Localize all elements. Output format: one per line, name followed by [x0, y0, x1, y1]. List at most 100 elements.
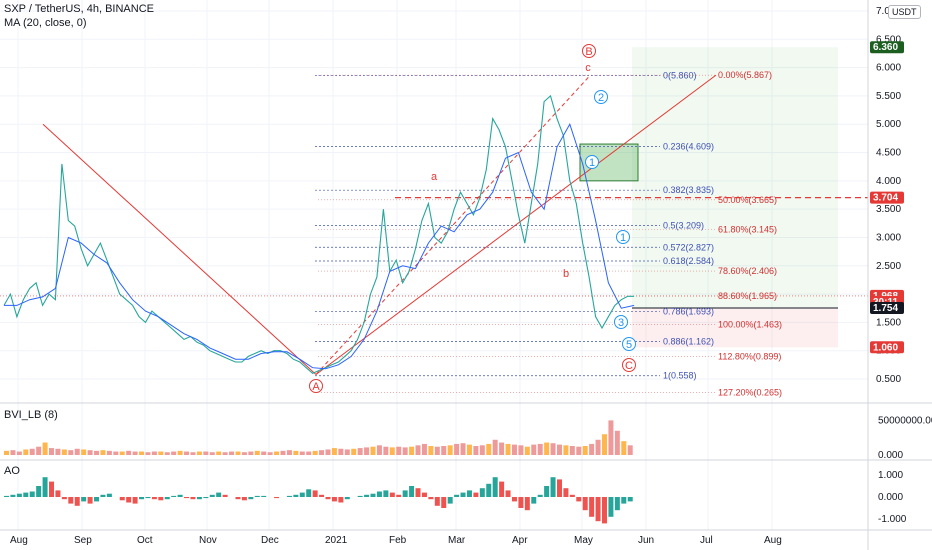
ao-bar	[563, 488, 569, 497]
bvi-bar	[10, 450, 16, 455]
bvi-bar	[312, 450, 318, 455]
fib-left-label: 0.618(2.584)	[663, 256, 714, 266]
ao-bar	[595, 497, 601, 522]
bvi-bar	[376, 445, 382, 455]
ao-tick-label: -1.000	[878, 514, 907, 525]
x-tick-label: Feb	[389, 535, 407, 546]
ao-bar	[447, 497, 453, 504]
wave-labels: A Bc a b C 1 2 1 35	[309, 44, 636, 393]
ao-bar	[614, 497, 620, 511]
bvi-bar	[229, 451, 235, 455]
ao-bar	[23, 492, 29, 497]
bvi-bar	[537, 443, 543, 455]
wave-circle	[622, 358, 636, 372]
bvi-bar	[126, 450, 132, 455]
y-tick-label: 6.500	[876, 34, 901, 45]
bvi-bar	[434, 446, 440, 455]
ao-bar	[241, 497, 247, 501]
ao-bar	[74, 497, 80, 506]
bvi-bar	[286, 450, 292, 455]
x-tick-label: 2021	[325, 535, 348, 546]
bvi-bar	[55, 448, 61, 455]
ao-bar	[106, 493, 112, 497]
ao-bar	[158, 497, 164, 501]
bvi-bar	[589, 443, 595, 455]
y-tick-label: 2.500	[876, 261, 901, 272]
bvi-bar	[319, 450, 325, 455]
bvi-bar	[563, 445, 569, 455]
bvi-bar	[306, 451, 312, 455]
fib-left-label: 1(0.558)	[663, 371, 697, 381]
bvi-bar	[113, 451, 119, 455]
bvi-bar	[177, 450, 183, 455]
y-tick-label: 3.000	[876, 232, 901, 243]
ao-bar	[177, 494, 183, 497]
ao-bar	[49, 481, 55, 497]
bvi-bar	[42, 442, 48, 455]
bvi-bar	[576, 446, 582, 455]
ao-bar	[364, 494, 370, 497]
y-tick-label: 0.500	[876, 374, 901, 385]
ao-bar	[306, 489, 312, 497]
bvi-bar	[627, 445, 633, 455]
bvi-bar	[396, 446, 402, 455]
bvi-bar	[383, 446, 389, 455]
bvi-bar	[151, 451, 157, 455]
ao-bar	[139, 497, 145, 500]
ma-legend: MA (20, close, 0)	[4, 17, 87, 29]
ao-bar	[383, 490, 389, 497]
ao-bar	[293, 494, 299, 497]
bvi-bar	[454, 443, 460, 455]
bvi-bar	[357, 448, 363, 455]
bvi-bar	[505, 443, 511, 455]
price-badge	[870, 302, 904, 315]
bvi-bar	[36, 446, 42, 455]
bvi-bar	[608, 420, 614, 455]
bvi-bar	[171, 451, 177, 455]
ao-bar	[479, 488, 485, 497]
ao-bar	[338, 497, 344, 503]
wave-label: c	[585, 62, 591, 74]
ao-bar	[409, 486, 415, 497]
ao-bar	[370, 493, 376, 497]
wave-circle	[614, 315, 628, 329]
bvi-bar	[4, 450, 9, 455]
bvi-bar	[364, 447, 370, 455]
ao-bar	[87, 497, 93, 504]
currency-button[interactable]: USDT	[888, 5, 921, 19]
bvi-bar	[409, 446, 415, 455]
ao-bar	[235, 497, 241, 500]
fib-left-label: 0.786(1.693)	[663, 306, 714, 316]
ao-bar	[396, 494, 402, 497]
y-tick-label: 4.000	[876, 176, 901, 187]
bvi-bar	[441, 446, 447, 455]
bvi-bar	[74, 448, 80, 455]
bvi-bar	[87, 450, 93, 455]
ao-bar	[203, 497, 209, 499]
ao-bar	[61, 497, 67, 500]
ao-bar	[55, 490, 61, 497]
ao-bar	[10, 494, 16, 497]
ao-tick-label: 1.000	[878, 470, 903, 481]
bvi-bar	[460, 443, 466, 455]
x-tick-label: Nov	[199, 535, 217, 546]
bvi-bar	[486, 443, 492, 455]
bvi-bar	[241, 452, 247, 455]
ao-bar	[325, 497, 331, 500]
ao-bar	[454, 494, 460, 497]
ao-bar	[190, 497, 196, 500]
bvi-bar	[466, 444, 472, 455]
wave-label: C	[625, 360, 633, 372]
ao-bar	[100, 494, 106, 497]
price-badge-label: 6.360	[873, 42, 898, 53]
fib-left-label: 0.5(3.209)	[663, 221, 704, 231]
bvi-tick-label: 50000000.000	[878, 415, 932, 426]
fib-right-label: 0.00%(5.867)	[718, 70, 772, 80]
bvi-bar	[531, 444, 537, 455]
wave-circle	[594, 90, 608, 104]
price-badge-label: 1.754	[873, 303, 898, 314]
wave-label: 2	[598, 92, 604, 104]
bvi-bar	[16, 451, 22, 455]
ao-bar	[222, 494, 228, 497]
